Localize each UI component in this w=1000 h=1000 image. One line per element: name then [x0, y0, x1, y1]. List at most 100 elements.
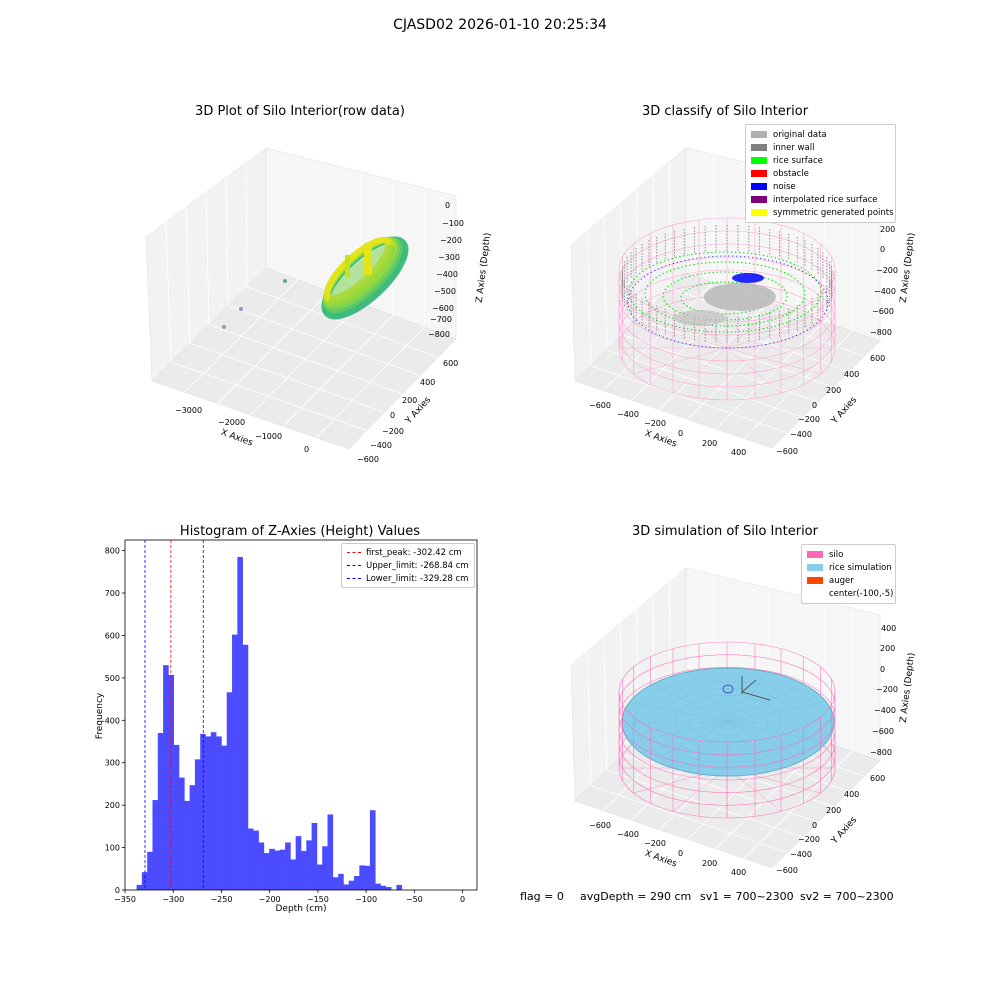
classify-legend: original data inner wall rice surface ob…	[745, 124, 896, 223]
histogram-bar	[194, 759, 201, 890]
grid-line	[225, 177, 229, 306]
x-tick-label: −350	[114, 895, 136, 904]
grid-line	[715, 321, 825, 430]
histogram-bar	[247, 828, 254, 890]
grid-line	[622, 754, 819, 823]
rice-mesh-spoke	[727, 721, 769, 773]
histogram-bar	[263, 853, 270, 890]
histogram-bar	[232, 634, 238, 890]
grid-line	[590, 365, 788, 434]
legend-item-auger: auger	[807, 574, 890, 587]
grid-line	[245, 162, 248, 287]
legend-swatch	[751, 183, 767, 190]
rice-surface-points	[628, 251, 822, 333]
silo-ring	[618, 691, 836, 743]
raw-x-tick: −3000	[175, 406, 202, 415]
classify-x-tick: 400	[731, 448, 746, 457]
histogram-bar	[163, 665, 169, 890]
raw-y-tick: 600	[443, 359, 458, 368]
legend-swatch	[807, 564, 823, 571]
noise-cluster	[732, 273, 764, 283]
rice-surface-points	[644, 261, 806, 327]
legend-label: center(-100,-5)	[829, 588, 894, 599]
silo-ring	[618, 742, 836, 793]
grid-line	[606, 769, 803, 838]
original-data-cluster	[704, 283, 776, 311]
histogram-bar	[343, 884, 350, 890]
legend-item-obstacle: obstacle	[751, 167, 890, 180]
raw-y-tick: 0	[390, 411, 395, 420]
raw-y-tick: −600	[357, 455, 379, 464]
grid-line	[619, 203, 623, 335]
classify-z-tick: 200	[880, 225, 895, 234]
raw-z-tick: −700	[430, 315, 452, 324]
legend-item-noise: noise	[751, 180, 890, 193]
grid-line	[602, 282, 714, 391]
histogram-bar	[327, 814, 334, 890]
x-tick-label: −250	[210, 895, 232, 904]
legend-item-upper-limit: Upper_limit: -268.84 cm	[347, 559, 469, 572]
legend-item-inner-wall: inner wall	[751, 141, 890, 154]
histogram-bar	[179, 777, 185, 890]
histogram-bar	[226, 692, 233, 890]
center-marker	[722, 684, 734, 694]
legend-label: first_peak: -302.42 cm	[366, 547, 462, 558]
footer-flag: flag = 0	[520, 890, 564, 903]
histogram-bar	[269, 848, 275, 890]
legend-item-first-peak: first_peak: -302.42 cm	[347, 546, 469, 559]
raw-x-tick: −2000	[218, 418, 245, 427]
rice-surface-points	[662, 271, 788, 321]
histogram-reference-lines	[144, 540, 204, 890]
silo-floor-spoke	[672, 347, 728, 394]
rice-mesh-spoke	[727, 721, 804, 761]
auger-arm	[741, 691, 771, 701]
histogram-x-label: Depth (cm)	[275, 904, 326, 914]
histogram-bar	[205, 736, 212, 890]
classify-x-tick: −600	[589, 401, 611, 410]
raw-z-tick: −400	[436, 270, 458, 279]
simulation-plot-title: 3D simulation of Silo Interior	[632, 524, 818, 539]
histogram-bar	[375, 883, 381, 890]
obstacle-spike	[345, 255, 350, 277]
histogram-bar	[359, 865, 365, 890]
grid-line	[603, 637, 608, 771]
histogram-bar	[216, 736, 222, 890]
simulation-rice-surface	[621, 667, 835, 777]
silo-ring	[618, 217, 836, 271]
legend-label: original data	[773, 129, 827, 140]
grid-line	[165, 222, 172, 363]
legend-swatch	[751, 209, 767, 216]
histogram-bar	[279, 849, 286, 890]
figure-title: CJASD02 2026-01-10 20:25:34	[393, 17, 607, 33]
raw-z-tick: −500	[434, 287, 456, 296]
legend-item-center: center(-100,-5)	[807, 587, 894, 600]
grid-line	[670, 288, 865, 357]
simulation-z-label: Z Axies (Depth)	[899, 652, 918, 723]
legend-swatch	[751, 170, 767, 177]
classify-y-tick: 600	[870, 354, 885, 363]
simulation-y-tick: 0	[812, 821, 817, 830]
y-tick-label: 700	[105, 589, 120, 598]
legend-item-silo: silo	[807, 548, 890, 561]
classify-y-tick: −200	[798, 415, 820, 424]
raw-z-tick: −200	[440, 236, 462, 245]
grid-line	[315, 326, 425, 438]
x-tick-label: −150	[307, 895, 329, 904]
histogram-bar	[322, 846, 328, 890]
simulation-y-tick: −200	[798, 835, 820, 844]
histogram-bar	[301, 850, 307, 890]
rice-mesh-spoke	[727, 701, 826, 723]
simulation-x-tick: −200	[644, 839, 666, 848]
classify-x-tick: 0	[678, 429, 683, 438]
rice-mesh-spoke	[630, 721, 729, 743]
simulation-silo-wireframe-front	[618, 691, 836, 819]
x-tick-label: −50	[406, 895, 423, 904]
simulation-y-label: Y Axies	[829, 815, 859, 847]
x-tick-label: 0	[460, 895, 465, 904]
histogram-bar	[316, 864, 323, 890]
footer-sv2: sv2 = 700~2300	[800, 890, 894, 903]
silo-ring	[618, 667, 836, 718]
legend-label: interpolated rice surface	[773, 194, 878, 205]
